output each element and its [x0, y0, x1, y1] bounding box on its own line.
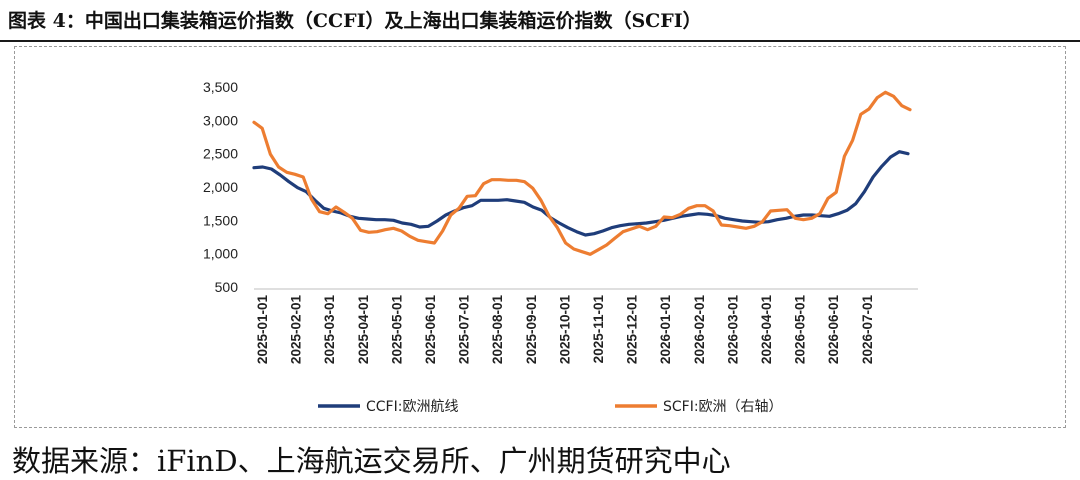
x-tick-label: 2026-01-01 — [658, 295, 673, 365]
x-tick-label: 2025-06-01 — [423, 295, 438, 365]
series-line-ccfi — [252, 150, 910, 237]
title-bar: 图表 4：中国出口集装箱运价指数（CCFI）及上海出口集装箱运价指数（SCFI） — [0, 0, 1080, 42]
y-tick-label: 3,500 — [203, 79, 238, 95]
x-tick-label: 2025-01-01 — [255, 295, 270, 365]
series-line-scfi — [252, 90, 912, 256]
x-tick-label: 2026-07-01 — [860, 295, 875, 365]
chart-container — [14, 46, 1066, 428]
x-tick-label: 2026-04-01 — [759, 295, 774, 365]
source-note: 数据来源：iFinD、上海航运交易所、广州期货研究中心 — [12, 444, 731, 478]
y-tick-label: 1,500 — [203, 212, 238, 228]
y-tick-label: 2,000 — [203, 179, 238, 195]
x-tick-label: 2025-04-01 — [356, 295, 371, 365]
line-chart: 3,500 3,000 2,500 2,000 1,500 1,000 500 2025-0… — [203, 79, 918, 415]
y-tick-label: 1,000 — [203, 246, 238, 262]
legend: CCFI:欧洲航线 SCFI:欧洲（右轴） — [318, 399, 783, 415]
y-tick-label: 500 — [215, 279, 239, 295]
x-tick-label: 2025-11-01 — [591, 295, 606, 364]
x-tick-label: 2025-08-01 — [490, 295, 505, 365]
x-tick-label: 2025-02-01 — [289, 295, 304, 365]
x-axis: 2025-01-01 2025-02-01 2025-03-01 2025-04-01… — [254, 288, 918, 365]
x-tick-label: 2026-03-01 — [725, 295, 740, 365]
legend-label-scfi: SCFI:欧洲（右轴） — [663, 399, 783, 415]
x-tick-label: 2025-09-01 — [524, 295, 539, 365]
legend-label-ccfi: CCFI:欧洲航线 — [366, 399, 458, 415]
x-tick-label: 2025-10-01 — [557, 295, 572, 365]
y-tick-label: 3,000 — [203, 112, 238, 128]
x-tick-label: 2026-05-01 — [793, 295, 808, 365]
x-tick-label: 2026-06-01 — [826, 295, 841, 365]
figure-title: 图表 4：中国出口集装箱运价指数（CCFI）及上海出口集装箱运价指数（SCFI） — [8, 10, 702, 32]
x-tick-label: 2025-12-01 — [625, 295, 640, 365]
y-axis: 3,500 3,000 2,500 2,000 1,500 1,000 500 — [203, 79, 238, 295]
x-tick-label: 2025-05-01 — [389, 295, 404, 365]
plot-area — [252, 90, 912, 256]
x-tick-label: 2025-03-01 — [322, 295, 337, 365]
x-tick-label: 2025-07-01 — [457, 295, 472, 365]
x-tick-label: 2026-02-01 — [692, 295, 707, 365]
y-tick-label: 2,500 — [203, 146, 238, 162]
